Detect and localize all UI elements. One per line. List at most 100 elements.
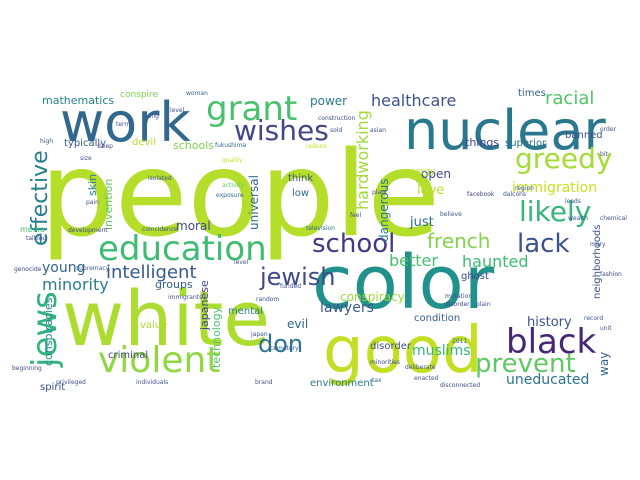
cloud-word: television [306, 225, 335, 232]
cloud-word: lawyers [320, 300, 374, 316]
cloud-word: groups [155, 278, 193, 291]
cloud-word: spirit [40, 382, 65, 393]
cloud-word: term [116, 121, 130, 128]
cloud-word: development [68, 227, 108, 234]
cloud-word: individuals [136, 379, 168, 386]
cloud-word: mutation [445, 293, 472, 300]
cloud-word: think [288, 173, 313, 184]
cloud-word: deliberate [405, 364, 436, 371]
cloud-word: conspiracy [340, 290, 405, 304]
cloud-word: power [310, 94, 347, 108]
cloud-word: moral [176, 219, 211, 233]
cloud-word: talking [26, 235, 47, 242]
cloud-word: reduce [306, 143, 327, 150]
cloud-word: activity [222, 182, 245, 189]
cloud-word: wealth [568, 215, 588, 222]
cloud-word: healthcare [371, 91, 456, 110]
cloud-word: immigrants [168, 294, 202, 301]
cloud-word: intelligent [106, 262, 197, 283]
cloud-word: disconnected [440, 382, 480, 389]
cloud-word: pain [86, 199, 99, 206]
cloud-word: schools [173, 139, 214, 152]
cloud-word: invention [102, 179, 115, 230]
cloud-word: violent [98, 340, 220, 381]
cloud-word: way [597, 352, 611, 376]
cloud-word: times [518, 88, 546, 99]
cloud-word: racial [545, 88, 594, 109]
cloud-word: record [584, 315, 603, 322]
cloud-word: mathematics [42, 94, 114, 107]
cloud-word: brand [255, 379, 273, 386]
cloud-word: dalcohs [503, 191, 526, 198]
cloud-word: jewish [259, 263, 335, 291]
cloud-word: devil [132, 137, 156, 148]
cloud-word: japanese [198, 280, 211, 331]
cloud-word: uneducated [506, 372, 589, 388]
cloud-word: grant [206, 89, 297, 129]
cloud-word: color [312, 240, 495, 326]
cloud-word: immigration [512, 180, 597, 196]
cloud-word: isolated [148, 175, 172, 182]
cloud-word: energy [404, 167, 436, 177]
cloud-word: evil [287, 317, 308, 331]
cloud-word: bit [600, 151, 608, 158]
cloud-word: plant [372, 189, 388, 196]
cloud-word: minority [42, 275, 109, 294]
cloud-word: construction [318, 115, 356, 122]
cloud-word: high [40, 138, 53, 145]
cloud-word: don [258, 330, 303, 358]
cloud-word: dangerous [377, 179, 391, 242]
cloud-word: 2011 [452, 338, 467, 345]
cloud-word: level [170, 107, 185, 114]
cloud-word: better [389, 251, 438, 270]
cloud-word: plain [476, 301, 491, 308]
cloud-word: prevent [475, 349, 576, 379]
cloud-word: white [62, 274, 270, 363]
cloud-word: size [80, 155, 92, 162]
cloud-word: mary [590, 241, 606, 248]
cloud-word: random [256, 296, 279, 303]
cloud-word: school [312, 229, 395, 259]
cloud-word: banned [565, 130, 603, 141]
cloud-word: hardworking [353, 110, 372, 210]
cloud-word: environment [310, 378, 374, 389]
cloud-word: neighborhoods [592, 225, 603, 300]
cloud-word: asian [370, 127, 386, 134]
cloud-word: beginning [12, 365, 42, 372]
cloud-word: fashion [600, 271, 622, 278]
cloud-word: universal [247, 175, 261, 230]
cloud-word: facebook [467, 191, 495, 198]
cloud-word: likely [519, 195, 591, 228]
cloud-word: black [506, 322, 597, 362]
cloud-word: unit [600, 325, 612, 332]
cloud-word: haunted [462, 252, 529, 271]
cloud-word: skin [86, 174, 99, 196]
cloud-word: wishes [234, 114, 329, 147]
cloud-word: jews [25, 291, 65, 368]
cloud-word: things [465, 136, 499, 149]
cloud-word: cemetery [270, 345, 299, 352]
cloud-word: muslims [412, 343, 471, 359]
cloud-word: funded [280, 283, 301, 290]
cloud-word: enacted [414, 375, 439, 382]
cloud-word: long [146, 113, 159, 120]
cloud-word: open [421, 167, 451, 181]
cloud-word: nuclear [404, 99, 606, 162]
cloud-word: order [600, 126, 617, 133]
cloud-word: level [234, 259, 249, 266]
cloud-word: young [42, 260, 85, 276]
cloud-word: minorities [370, 359, 400, 366]
cloud-word: leads [565, 198, 581, 205]
cloud-word: value [140, 320, 167, 331]
cloud-word: work [60, 91, 191, 154]
cloud-word: history [527, 315, 572, 330]
cloud-word: japan [250, 331, 268, 338]
cloud-word: effective [28, 150, 53, 246]
cloud-word: fukushima [215, 142, 246, 149]
cloud-word: ghost [461, 271, 489, 282]
cloud-word: low [292, 188, 309, 199]
cloud-word: sleep [97, 143, 113, 150]
cloud-word: media [20, 225, 45, 234]
cloud-word: sold [330, 127, 342, 134]
